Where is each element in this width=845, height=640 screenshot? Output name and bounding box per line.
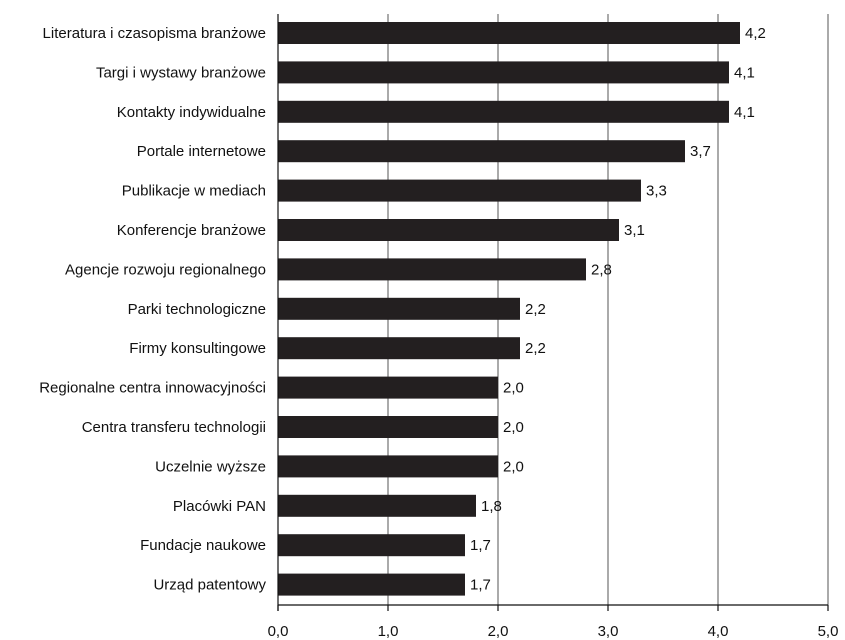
bar [278, 297, 520, 320]
category-label: Uczelnie wyższe [155, 458, 266, 475]
x-tick-label: 4,0 [708, 623, 729, 640]
plot-frame [277, 14, 829, 611]
x-tick-label: 0,0 [268, 623, 289, 640]
bar [278, 219, 619, 241]
x-tick-label: 1,0 [378, 623, 399, 640]
category-label: Literatura i czasopisma branżowe [43, 25, 266, 42]
value-label: 2,0 [503, 419, 524, 436]
value-label: 1,7 [470, 577, 491, 594]
value-label: 4,2 [745, 25, 766, 42]
category-label: Urząd patentowy [153, 577, 266, 594]
bar [278, 573, 465, 596]
category-label: Regionalne centra innowacyjności [39, 380, 266, 397]
category-label: Fundacje naukowe [140, 537, 266, 554]
bar [278, 416, 498, 438]
category-labels: Literatura i czasopisma branżowe Targi i … [39, 25, 266, 594]
value-label: 1,7 [470, 537, 491, 554]
value-label: 2,2 [525, 301, 546, 318]
category-label: Publikacje w mediach [122, 183, 266, 200]
category-label: Centra transferu technologii [82, 419, 266, 436]
bars [278, 22, 740, 596]
value-label: 2,2 [525, 340, 546, 357]
value-label: 2,0 [503, 380, 524, 397]
bar [278, 534, 465, 557]
bar [278, 337, 520, 360]
category-label: Parki technologiczne [128, 301, 266, 318]
x-tick-label: 5,0 [818, 623, 839, 640]
value-label: 4,1 [734, 104, 755, 121]
value-label: 3,1 [624, 222, 645, 239]
x-axis-ticks: 0,0 1,0 2,0 3,0 4,0 5,0 [268, 623, 839, 640]
bar [278, 100, 729, 123]
bar [278, 494, 476, 517]
bar [278, 455, 498, 478]
x-tick-label: 2,0 [488, 623, 509, 640]
category-label: Kontakty indywidualne [117, 104, 266, 121]
category-label: Konferencje branżowe [117, 222, 266, 239]
bar [278, 140, 685, 163]
category-label: Portale internetowe [137, 143, 266, 160]
bar [278, 61, 729, 84]
category-label: Targi i wystawy branżowe [96, 64, 266, 81]
bar [278, 22, 740, 44]
category-label: Agencje rozwoju regionalnego [65, 261, 266, 278]
value-label: 2,0 [503, 458, 524, 475]
value-label: 3,3 [646, 183, 667, 200]
category-label: Firmy konsultingowe [129, 340, 266, 357]
category-label: Placówki PAN [173, 498, 266, 515]
bar [278, 179, 641, 202]
bar [278, 376, 498, 399]
x-tick-label: 3,0 [598, 623, 619, 640]
bar [278, 258, 586, 281]
value-labels: 4,2 4,1 4,1 3,7 3,3 3,1 2,8 2,2 2,2 2,0 2,0 2,0 1,8 1… [470, 25, 766, 594]
value-label: 3,7 [690, 143, 711, 160]
value-label: 4,1 [734, 64, 755, 81]
value-label: 1,8 [481, 498, 502, 515]
value-label: 2,8 [591, 261, 612, 278]
